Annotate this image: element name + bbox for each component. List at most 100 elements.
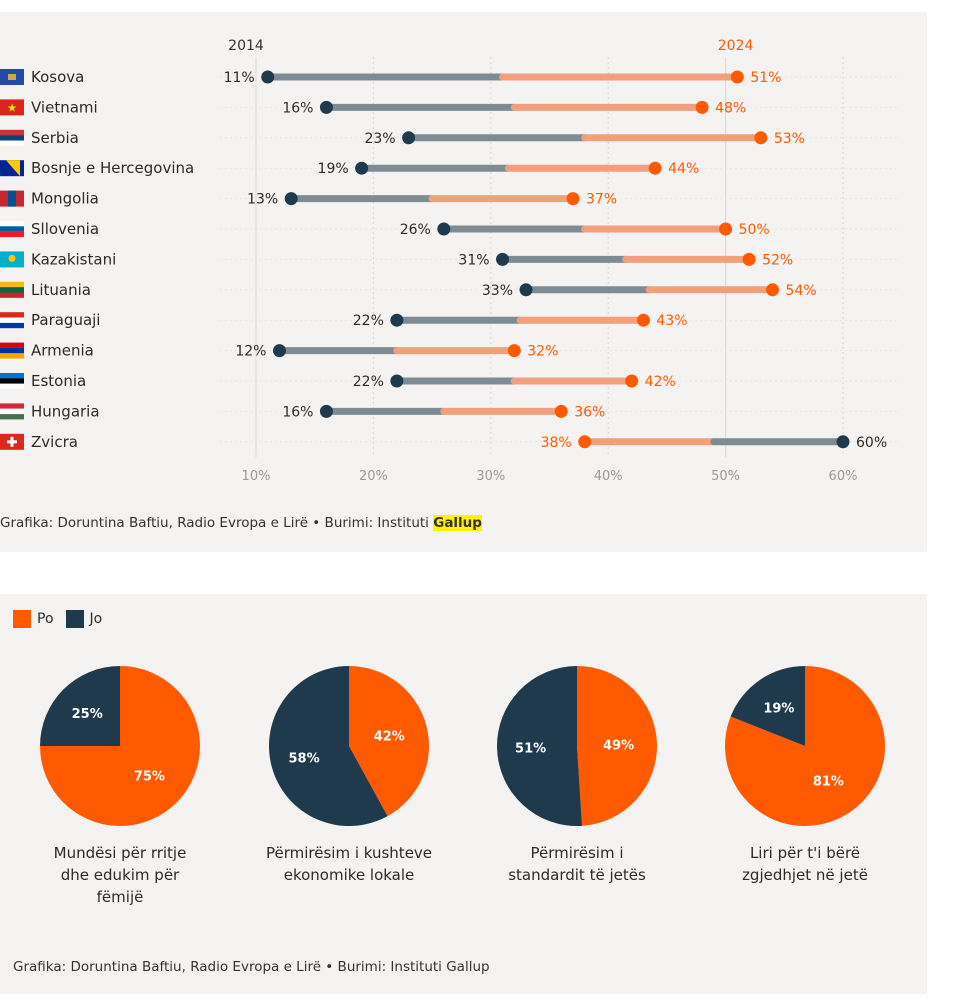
point-2014 <box>390 374 404 388</box>
pie-caption-line: dhe edukim për <box>60 866 180 884</box>
country-label: Mongolia <box>31 190 99 208</box>
pie-slice-po <box>577 666 657 826</box>
pie-caption-line: Përmirësim i <box>530 844 624 862</box>
point-2024 <box>554 404 568 418</box>
pie-caption-line: Mundësi për rritje <box>53 844 187 862</box>
point-2024 <box>507 344 521 358</box>
flag-band <box>8 190 16 207</box>
pie-label-jo: 58% <box>288 752 319 767</box>
flag-band <box>0 129 24 136</box>
country-label: Bosnje e Hercegovina <box>31 159 194 177</box>
value-label-2014: 33% <box>482 283 513 299</box>
country-label: Armenia <box>31 342 94 360</box>
pie-slice-jo <box>269 666 388 826</box>
point-2014 <box>402 131 416 145</box>
legend-label-jo: Jo <box>89 611 103 627</box>
point-2014 <box>437 222 451 236</box>
point-2024 <box>754 131 768 145</box>
x-tick-label: 40% <box>594 469 623 484</box>
pie-source-credit: Grafika: Doruntina Baftiu, Radio Evropa … <box>13 959 490 975</box>
legend-swatch-po <box>13 610 31 628</box>
value-label-2024: 44% <box>668 161 699 177</box>
pie-label-jo: 25% <box>72 707 103 722</box>
x-tick-label: 20% <box>359 469 388 484</box>
point-2024 <box>719 222 733 236</box>
country-label: Kosova <box>31 68 84 86</box>
point-2024 <box>566 192 580 206</box>
country-label: Sllovenia <box>31 220 99 238</box>
flag-cross <box>7 440 17 444</box>
flag-band <box>0 287 24 293</box>
flag-band <box>0 226 24 232</box>
value-label-2024: 32% <box>527 344 558 360</box>
pie-label-po: 42% <box>374 730 405 745</box>
value-label-2014: 22% <box>353 313 384 329</box>
dumbbell-row: Bosnje e Hercegovina 19% 44% <box>0 159 900 177</box>
value-label-2014: 60% <box>856 435 887 451</box>
pie-charts-panel: Po Jo 75% 25% 42% 58% 49% 51% 81% 19% Mundësi p… <box>0 594 927 994</box>
value-label-2014: 19% <box>318 161 349 177</box>
pie-caption: Përmirësim i standardit të jetës <box>477 842 677 886</box>
x-tick-label: 10% <box>242 469 271 484</box>
flag-band <box>0 292 24 298</box>
pie-label-po: 81% <box>813 774 844 789</box>
estonia-flag-icon <box>0 373 24 389</box>
flag-band <box>0 221 24 227</box>
switzerland-flag-icon <box>0 433 24 450</box>
value-label-2014: 13% <box>247 192 278 208</box>
country-label: Hungaria <box>31 402 100 420</box>
pie-caption: Mundësi për rritje dhe edukim për fëmijë <box>20 842 220 908</box>
dumbbell-row: Paraguaji 22% 43% <box>0 311 900 329</box>
flag-band <box>0 353 24 359</box>
pie-caption: Përmirësim i kushteve ekonomike lokale <box>249 842 449 886</box>
point-2024 <box>636 313 650 327</box>
x-tick-label: 30% <box>476 469 505 484</box>
dumbbell-chart-panel: 10% 20% 30% 40% 50% 60% 2014 2024 Kosova 11% 51% ★ V… <box>0 12 927 552</box>
armenia-flag-icon <box>0 342 24 359</box>
value-label-2014: 31% <box>458 252 489 268</box>
flag-band <box>0 135 24 141</box>
start-year-label: 2014 <box>228 38 264 54</box>
country-label: Vietnami <box>31 98 98 116</box>
flag-emblem <box>8 74 16 80</box>
pie-charts: 75% 25% 42% 58% 49% 51% 81% 19% <box>40 666 886 826</box>
pie-slice-po <box>349 666 429 817</box>
point-2024 <box>578 435 592 449</box>
point-2014 <box>272 344 286 358</box>
value-label-2024: 50% <box>739 222 770 238</box>
value-label-2024: 36% <box>574 404 605 420</box>
dumbbell-row: Armenia 12% 32% <box>0 342 900 360</box>
country-label: Kazakistani <box>31 250 116 268</box>
point-2014 <box>319 404 333 418</box>
vietnam-flag-icon: ★ <box>0 99 24 116</box>
flag-band <box>0 373 24 379</box>
country-label: Lituania <box>31 281 91 299</box>
flag-band <box>0 281 24 288</box>
value-label-2014: 16% <box>282 100 313 116</box>
pie-caption-line: ekonomike lokale <box>283 866 415 884</box>
kazakhstan-flag-icon <box>0 251 24 268</box>
point-2014 <box>496 252 510 266</box>
dumbbell-row: Mongolia 13% 37% <box>0 190 900 208</box>
dumbbell-row: Serbia 23% 53% <box>0 129 900 147</box>
value-label-2014: 12% <box>235 344 266 360</box>
country-label: Estonia <box>31 372 86 390</box>
value-label-2024: 52% <box>762 252 793 268</box>
chart-source-credit: Grafika: Doruntina Baftiu, Radio Evropa … <box>0 515 482 531</box>
flag-band <box>0 378 24 384</box>
country-label: Paraguaji <box>31 311 100 329</box>
point-2014 <box>836 435 850 449</box>
dumbbell-row: Sllovenia 26% 50% <box>0 220 900 238</box>
value-label-2024: 38% <box>541 435 572 451</box>
flag-star: ★ <box>7 101 17 114</box>
pie-slice-jo <box>496 666 583 826</box>
flag-band <box>0 383 24 389</box>
point-2014 <box>390 313 404 327</box>
value-label-2014: 23% <box>364 131 395 147</box>
pie-caption-line: Liri për t'i bërë <box>749 844 861 862</box>
dumbbell-row: Hungaria 16% 36% <box>0 402 900 420</box>
dumbbell-row: ★ Vietnami 16% 48% <box>0 98 900 116</box>
value-label-2024: 42% <box>645 374 676 390</box>
value-label-2024: 51% <box>750 70 781 86</box>
mongolia-flag-icon <box>0 190 24 207</box>
